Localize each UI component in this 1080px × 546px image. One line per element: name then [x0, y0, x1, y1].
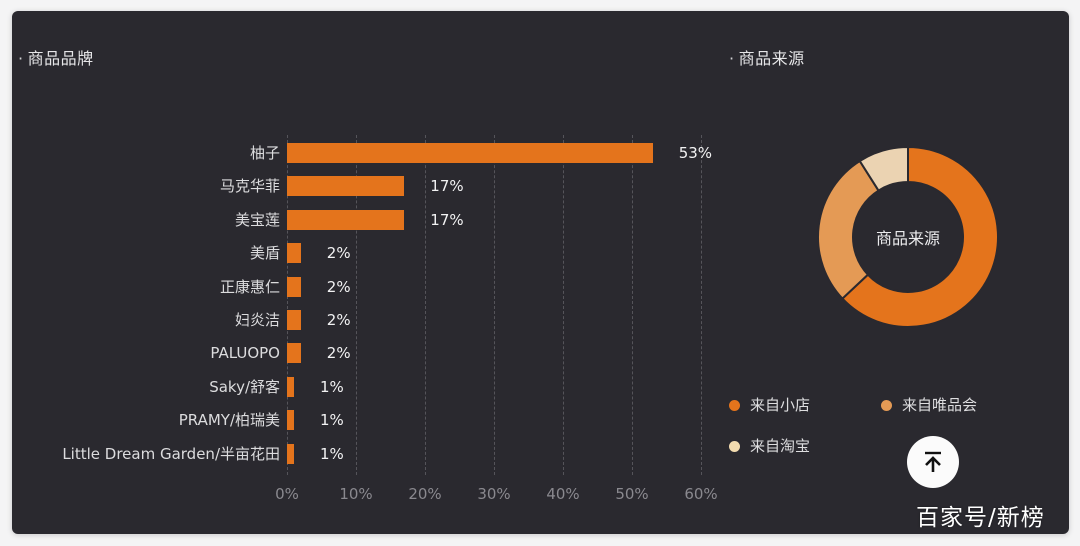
x-axis-tick-label: 20%: [408, 485, 442, 503]
bar-category-label: Little Dream Garden/半亩花田: [62, 444, 280, 463]
dashboard-panel: · 商品品牌 0% 10% 20% 30% 40% 50% 60% 柚子 53% 马克华菲 17% 美宝…: [12, 11, 1069, 534]
bar-category-label: PRAMY/柏瑞美: [178, 411, 280, 430]
bar[interactable]: [287, 376, 294, 397]
bar-row[interactable]: 正康惠仁 2%: [12, 276, 732, 298]
legend-label: 来自小店: [750, 396, 811, 414]
bar-row[interactable]: 美盾 2%: [12, 242, 732, 264]
grid-line: [356, 135, 357, 475]
x-axis-tick-label: 50%: [615, 485, 649, 503]
back-to-top-button[interactable]: [907, 436, 959, 488]
bar-category-label: 正康惠仁: [219, 277, 280, 296]
bar[interactable]: [287, 343, 301, 364]
bar-value-label: 17%: [430, 177, 464, 196]
bar-value-label: 53%: [678, 144, 713, 162]
bar[interactable]: [287, 410, 294, 431]
legend-label: 来自淘宝: [750, 437, 811, 455]
bar-category-label: 妇炎洁: [234, 311, 280, 329]
x-axis-tick-label: 30%: [477, 485, 511, 503]
bar-row[interactable]: PRAMY/柏瑞美 1%: [12, 409, 732, 431]
bar-category-label: 美宝莲: [234, 210, 280, 229]
grid-line: [287, 135, 288, 475]
bar-value-label: 1%: [320, 444, 344, 463]
bar-category-label: 美盾: [249, 244, 280, 263]
bar-value-label: 2%: [326, 244, 351, 263]
bar-value-label: 2%: [326, 311, 351, 329]
legend-item-taobao[interactable]: 来自淘宝: [729, 435, 810, 457]
legend-item-xiaodian[interactable]: 来自小店: [729, 394, 810, 416]
bar-row[interactable]: 美宝莲 17%: [12, 209, 732, 231]
bar-category-label: PALUOPO: [210, 344, 280, 363]
brand-bar-chart: 0% 10% 20% 30% 40% 50% 60% 柚子 53% 马克华菲 17% 美宝莲 17% 美盾…: [12, 11, 732, 534]
bar[interactable]: [287, 243, 301, 264]
bar-row[interactable]: 妇炎洁 2%: [12, 309, 732, 331]
bar[interactable]: [287, 176, 405, 197]
bar[interactable]: [287, 209, 405, 230]
bar-value-label: 1%: [320, 411, 344, 430]
bar-row[interactable]: Saky/舒客 1%: [12, 376, 732, 398]
grid-line: [632, 135, 633, 475]
bar-value-label: 1%: [320, 377, 344, 396]
donut-slice[interactable]: [817, 159, 880, 301]
legend-dot-icon: [729, 400, 740, 411]
grid-line: [425, 135, 426, 475]
legend-label: 来自唯品会: [902, 396, 978, 414]
arrow-up-to-line-icon: [925, 451, 941, 472]
x-axis-tick-label: 10%: [339, 485, 373, 503]
title-bullet: ·: [18, 49, 24, 68]
bar[interactable]: [287, 276, 301, 297]
brand-title-text: 商品品牌: [27, 49, 94, 68]
legend-dot-icon: [729, 441, 740, 452]
grid-line: [701, 135, 702, 475]
legend-item-vipshop[interactable]: 来自唯品会: [881, 394, 977, 416]
bar[interactable]: [287, 310, 301, 330]
donut-svg: [817, 145, 999, 328]
legend-dot-icon: [881, 400, 892, 411]
brand-section-title: · 商品品牌: [18, 45, 94, 69]
bar-category-label: Saky/舒客: [209, 377, 280, 396]
bar-category-label: 柚子: [249, 144, 280, 162]
source-donut-chart: 商品来源: [817, 145, 999, 328]
grid-line: [494, 135, 495, 475]
donut-slice[interactable]: [858, 145, 909, 192]
bar-value-label: 17%: [430, 210, 464, 229]
x-axis-tick-label: 60%: [684, 485, 718, 503]
x-axis-tick-label: 40%: [546, 485, 580, 503]
donut-slice[interactable]: [840, 145, 999, 328]
source-title-text: 商品来源: [738, 49, 805, 68]
donut-center-label: 商品来源: [875, 229, 940, 248]
bar-category-label: 马克华菲: [219, 177, 280, 196]
x-axis-tick-label: 0%: [275, 485, 299, 503]
bar-value-label: 2%: [326, 344, 351, 363]
bar-row[interactable]: 柚子 53%: [12, 142, 732, 164]
source-section-title: · 商品来源: [729, 45, 805, 69]
bar-row[interactable]: PALUOPO 2%: [12, 342, 732, 364]
watermark: 百家号/新榜: [916, 505, 1045, 531]
bar-value-label: 2%: [326, 277, 351, 296]
bar[interactable]: [287, 443, 294, 464]
bar-row[interactable]: 马克华菲 17%: [12, 175, 732, 197]
grid-line: [563, 135, 564, 475]
bar[interactable]: [287, 143, 653, 163]
title-bullet: ·: [729, 49, 735, 68]
bar-row[interactable]: Little Dream Garden/半亩花田 1%: [12, 443, 732, 465]
